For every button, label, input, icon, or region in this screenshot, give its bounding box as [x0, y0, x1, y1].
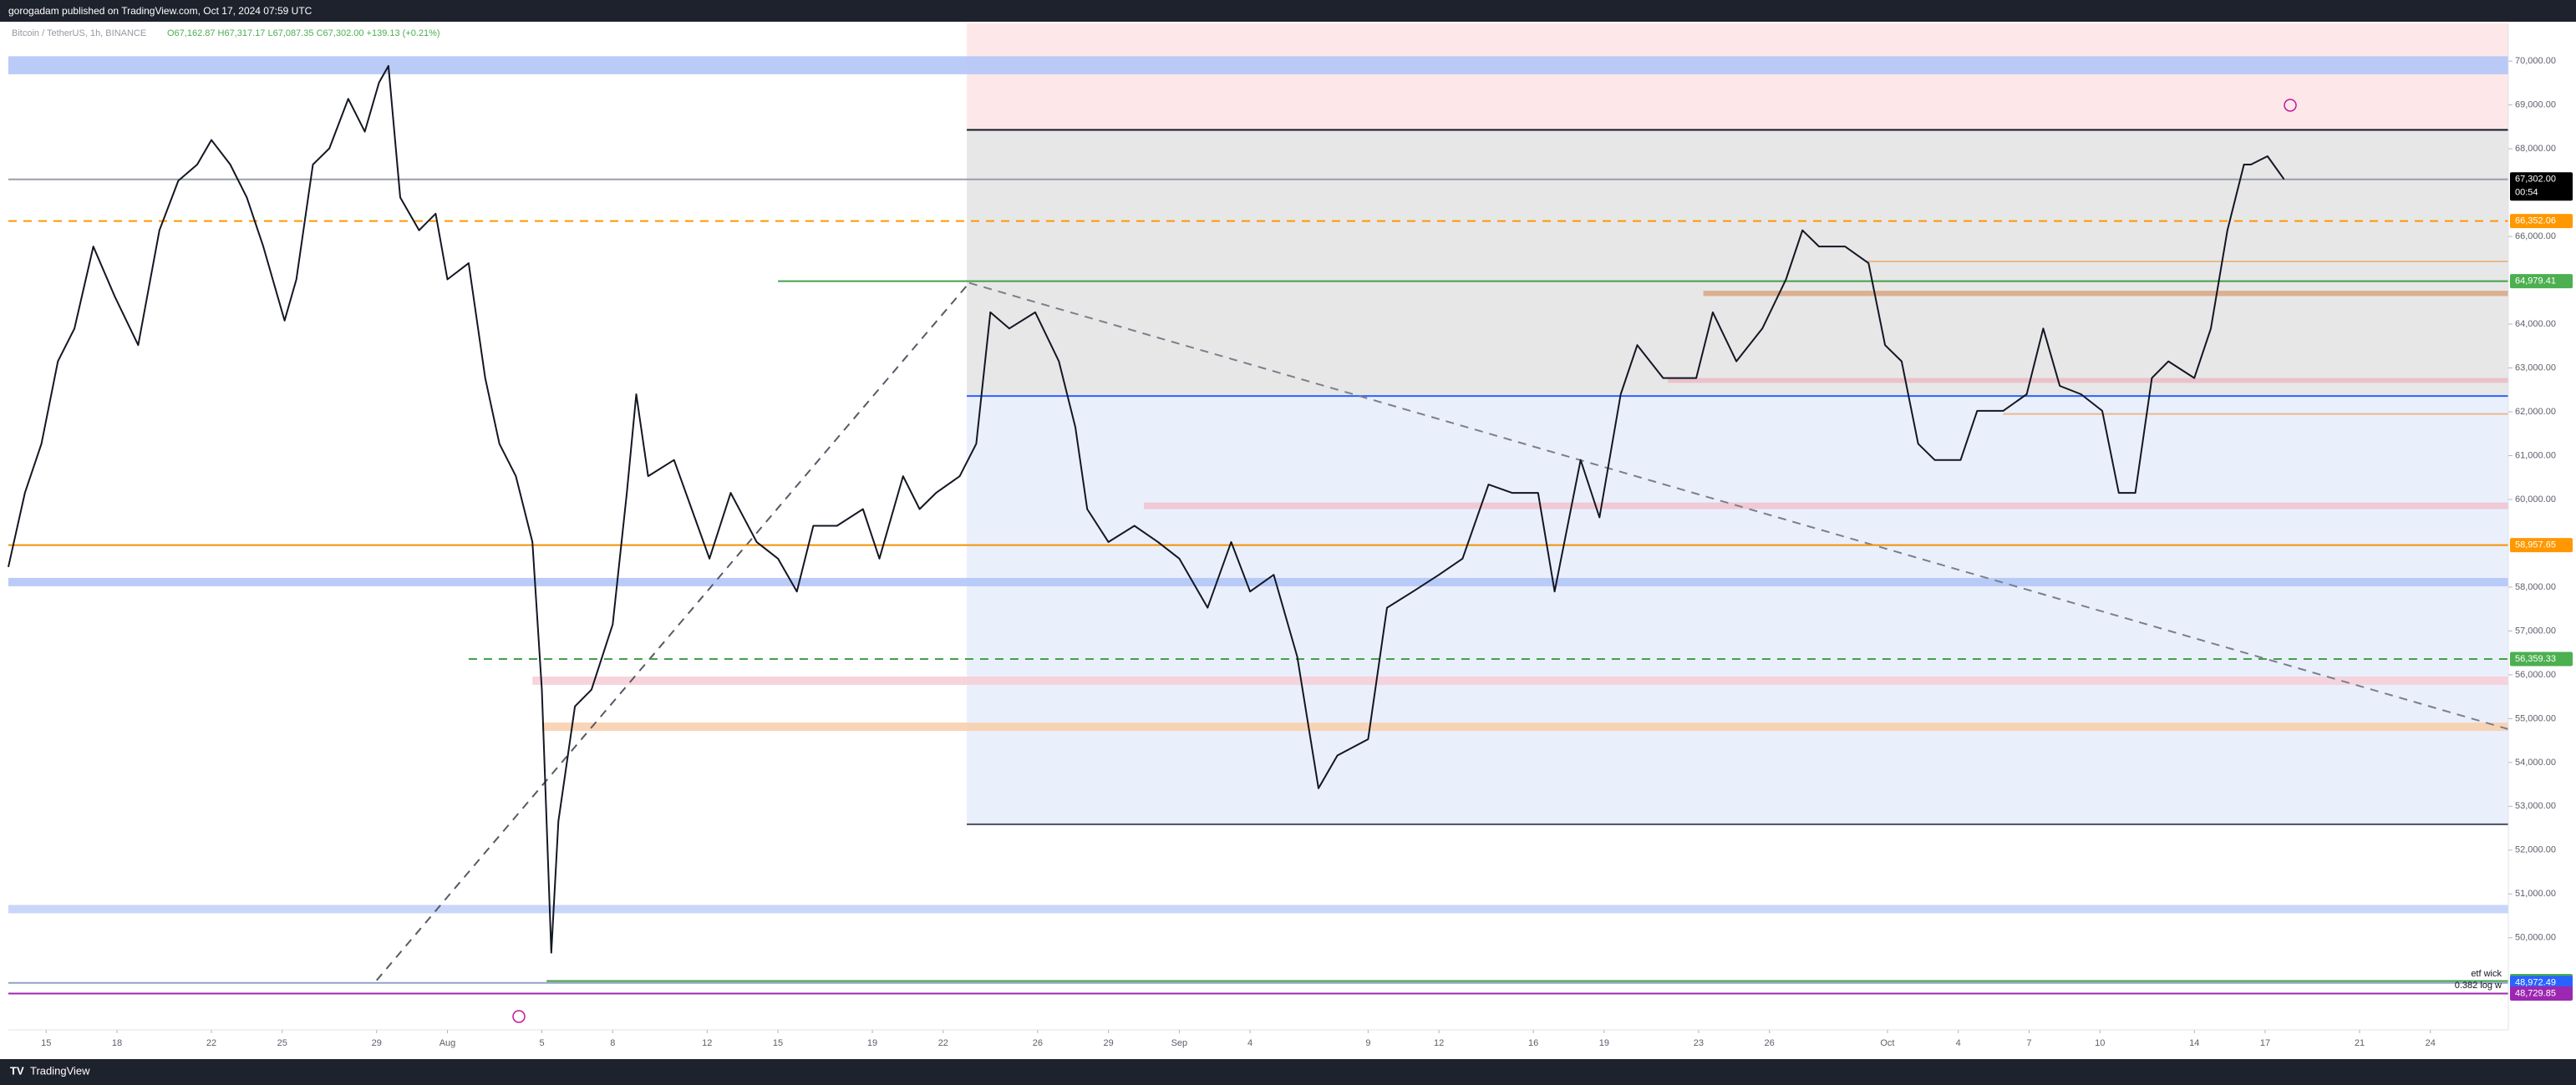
zone	[967, 396, 2508, 824]
event-icon[interactable]	[2284, 99, 2297, 112]
price-label-box	[2510, 986, 2573, 1001]
plot-area: 50,000.00 51,000.00 52,000.00 53,000.00 54,0…	[8, 23, 2576, 1059]
price-label-box	[2510, 172, 2573, 201]
zone	[967, 129, 2508, 397]
x-tick-label: 5	[539, 1038, 544, 1048]
trend-line	[375, 282, 970, 981]
price-label: 48,729.85	[2515, 988, 2556, 998]
x-tick-label: 24	[2426, 1038, 2436, 1048]
zone	[532, 676, 2508, 685]
x-tick-label: 22	[938, 1038, 948, 1048]
y-tick-label: 53,000.00	[2515, 801, 2556, 811]
header-title: gorogadam published on TradingView.com, …	[8, 5, 312, 17]
x-tick-label: Sep	[1171, 1038, 1188, 1048]
y-tick-label: 57,000.00	[2515, 626, 2556, 636]
price-label-box	[2510, 274, 2573, 289]
x-tick-label: 22	[206, 1038, 216, 1048]
y-tick-label: 50,000.00	[2515, 933, 2556, 943]
y-tick-label: 60,000.00	[2515, 494, 2556, 504]
event-icon[interactable]	[512, 1010, 526, 1023]
x-tick-label: 17	[2260, 1038, 2270, 1048]
x-tick-label: 26	[1765, 1038, 1775, 1048]
price-countdown: 00:54	[2515, 188, 2538, 198]
zone	[8, 577, 2508, 586]
y-tick-label: 70,000.00	[2515, 56, 2556, 66]
price-label: 67,302.00	[2515, 175, 2556, 185]
y-tick-label: 69,000.00	[2515, 100, 2556, 110]
y-tick-label: 61,000.00	[2515, 450, 2556, 460]
zone	[1668, 378, 2508, 383]
y-tick-label: 63,000.00	[2515, 363, 2556, 373]
x-tick-label: 4	[1247, 1038, 1252, 1048]
y-tick-label: 52,000.00	[2515, 845, 2556, 855]
zone	[8, 56, 2508, 74]
price-label: 58,957.65	[2515, 540, 2556, 550]
y-tick-label: 62,000.00	[2515, 407, 2556, 417]
y-tick-label: 66,000.00	[2515, 231, 2556, 241]
x-tick-label: 9	[1365, 1038, 1370, 1048]
x-tick-label: 21	[2355, 1038, 2365, 1048]
x-tick-label: 16	[1528, 1038, 1538, 1048]
x-tick-label: 19	[1599, 1038, 1609, 1048]
price-label: 56,359.33	[2515, 654, 2556, 664]
x-tick-label: 4	[1956, 1038, 1961, 1048]
x-tick-label: 29	[1103, 1038, 1113, 1048]
x-tick-label: 15	[41, 1038, 51, 1048]
y-tick-label: 68,000.00	[2515, 144, 2556, 154]
header-bar	[0, 0, 2576, 22]
x-tick-label: 26	[1033, 1038, 1043, 1048]
x-tick-label: 8	[610, 1038, 615, 1048]
x-tick-label: 15	[773, 1038, 783, 1048]
price-label: 64,979.41	[2515, 276, 2556, 286]
ohlc-info: O67,162.87 H67,317.17 L67,087.35 C67,302…	[167, 28, 440, 38]
price-label-box	[2510, 214, 2573, 229]
y-tick-label: 56,000.00	[2515, 670, 2556, 680]
x-tick-label: 23	[1694, 1038, 1704, 1048]
footer-bar	[0, 1059, 2576, 1085]
y-tick-label: 58,000.00	[2515, 582, 2556, 592]
price-label: 48,972.49	[2515, 978, 2556, 988]
x-tick-label: 18	[112, 1038, 122, 1048]
x-tick-label: Aug	[439, 1038, 456, 1048]
trend-line	[968, 281, 2509, 730]
zone	[1143, 502, 2508, 510]
price-label: 66,352.06	[2515, 215, 2556, 226]
zone	[1703, 291, 2508, 297]
y-tick-label: 55,000.00	[2515, 713, 2556, 723]
annotation: etf wick	[2471, 969, 2502, 979]
y-tick-label: 54,000.00	[2515, 758, 2556, 768]
x-tick-label: 12	[702, 1038, 712, 1048]
footer-brand: TradingView	[30, 1064, 90, 1077]
price-line	[8, 64, 2285, 954]
price-label-box	[2510, 538, 2573, 553]
y-tick-label: 64,000.00	[2515, 319, 2556, 329]
x-tick-label: 12	[1434, 1038, 1444, 1048]
zone	[541, 722, 2509, 732]
x-tick-label: Oct	[1880, 1038, 1894, 1048]
footer-logo: TV	[10, 1064, 24, 1077]
x-tick-label: 10	[2095, 1038, 2105, 1048]
x-tick-label: 14	[2189, 1038, 2199, 1048]
zone	[8, 905, 2508, 914]
x-tick-label: 19	[867, 1038, 877, 1048]
x-tick-label: 29	[372, 1038, 382, 1048]
y-tick-label: 51,000.00	[2515, 889, 2556, 899]
x-tick-label: 25	[277, 1038, 287, 1048]
price-label-box	[2510, 652, 2573, 667]
zone	[967, 23, 2508, 130]
x-tick-label: 7	[2026, 1038, 2031, 1048]
annotation: 0.382 log w	[2455, 981, 2502, 991]
symbol-info: Bitcoin / TetherUS, 1h, BINANCE	[12, 28, 146, 38]
